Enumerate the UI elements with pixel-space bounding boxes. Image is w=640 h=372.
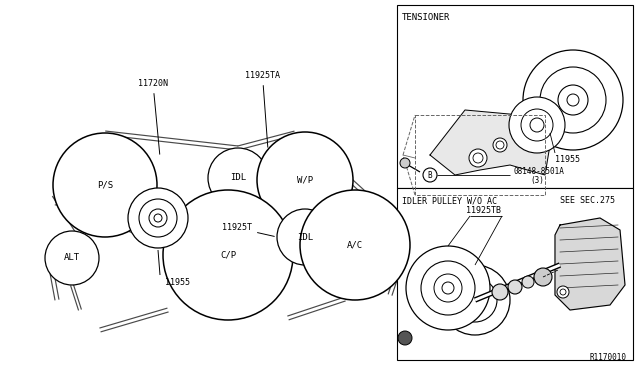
- Circle shape: [492, 284, 508, 300]
- Circle shape: [300, 190, 410, 300]
- Text: B: B: [428, 170, 432, 180]
- Circle shape: [509, 97, 565, 153]
- Text: IDLER PULLEY W/O AC: IDLER PULLEY W/O AC: [402, 196, 497, 205]
- Text: SEE SEC.275: SEE SEC.275: [560, 196, 615, 205]
- Circle shape: [558, 85, 588, 115]
- Circle shape: [149, 209, 167, 227]
- Circle shape: [154, 214, 162, 222]
- Text: A/C: A/C: [347, 241, 363, 250]
- Circle shape: [400, 158, 410, 168]
- Circle shape: [440, 265, 510, 335]
- Bar: [397, 188, 633, 360]
- Circle shape: [406, 246, 490, 330]
- Circle shape: [508, 280, 522, 294]
- Circle shape: [208, 148, 268, 208]
- Text: 11720N: 11720N: [138, 79, 168, 154]
- Circle shape: [567, 94, 579, 106]
- Circle shape: [496, 141, 504, 149]
- Circle shape: [522, 276, 534, 288]
- Circle shape: [534, 268, 552, 286]
- Polygon shape: [555, 218, 625, 310]
- Text: P/S: P/S: [97, 180, 113, 189]
- Circle shape: [493, 138, 507, 152]
- Text: 08148-8501A: 08148-8501A: [513, 167, 564, 176]
- Circle shape: [560, 289, 566, 295]
- Text: R1170010: R1170010: [590, 353, 627, 362]
- Circle shape: [471, 296, 479, 304]
- Text: 11925TA: 11925TA: [245, 71, 280, 147]
- Circle shape: [473, 153, 483, 163]
- Bar: [397, 5, 633, 188]
- Circle shape: [469, 149, 487, 167]
- Text: IDL: IDL: [297, 232, 313, 241]
- Circle shape: [257, 132, 353, 228]
- Circle shape: [540, 67, 606, 133]
- Text: 11955: 11955: [165, 278, 190, 287]
- Circle shape: [421, 261, 475, 315]
- Circle shape: [423, 168, 437, 182]
- Circle shape: [434, 274, 462, 302]
- Text: 11925T: 11925T: [222, 224, 275, 236]
- Text: TENSIONER: TENSIONER: [402, 13, 451, 22]
- Circle shape: [277, 209, 333, 265]
- Text: IDL: IDL: [230, 173, 246, 183]
- Text: (3): (3): [530, 176, 544, 186]
- Circle shape: [163, 190, 293, 320]
- Circle shape: [521, 109, 553, 141]
- Text: W/P: W/P: [297, 176, 313, 185]
- Circle shape: [53, 133, 157, 237]
- Circle shape: [557, 286, 569, 298]
- Polygon shape: [430, 110, 550, 175]
- Circle shape: [442, 282, 454, 294]
- Text: 11925TB: 11925TB: [466, 206, 501, 215]
- Text: C/P: C/P: [220, 250, 236, 260]
- Circle shape: [398, 331, 412, 345]
- Text: 11955: 11955: [555, 155, 580, 164]
- Circle shape: [465, 290, 485, 310]
- Circle shape: [523, 50, 623, 150]
- Circle shape: [453, 278, 497, 322]
- Text: ALT: ALT: [64, 253, 80, 263]
- Circle shape: [530, 118, 544, 132]
- Circle shape: [45, 231, 99, 285]
- Circle shape: [128, 188, 188, 248]
- Circle shape: [139, 199, 177, 237]
